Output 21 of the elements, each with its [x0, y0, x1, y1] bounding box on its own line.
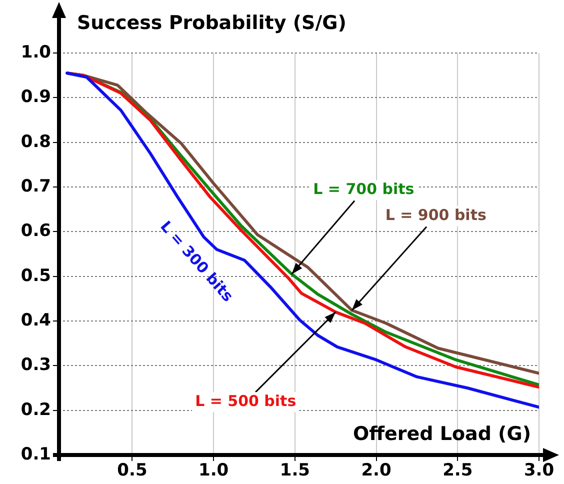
x-tick-label: 1.0	[198, 460, 229, 481]
x-axis-title: Offered Load (G)	[352, 422, 531, 445]
annotation: L = 500 bits	[195, 392, 296, 410]
y-tick-label: 0.7	[20, 176, 51, 196]
y-tick-label: 0.3	[20, 355, 51, 376]
y-tick-label: 0.9	[20, 87, 51, 108]
x-tick-label: 2.5	[442, 460, 473, 481]
x-tick-label: 3.0	[524, 460, 554, 481]
y-tick-label: 0.2	[20, 400, 51, 420]
y-tick-label: 0.6	[20, 221, 51, 242]
y-tick-label: 0.1	[20, 444, 51, 464]
y-tick-label: 0.4	[20, 310, 52, 330]
x-tick-label: 1.5	[280, 460, 310, 481]
x-tick-label: 0.5	[117, 460, 148, 481]
y-tick-label: 0.8	[20, 132, 51, 152]
y-tick-label: 1.0	[20, 42, 52, 62]
y-tick-label: 0.5	[20, 266, 51, 286]
annotation: L = 900 bits	[385, 206, 486, 224]
x-tick-label: 2.0	[361, 460, 392, 481]
annotation: L = 700 bits	[313, 180, 414, 198]
y-axis-title: Success Probability (S/G)	[77, 12, 346, 34]
